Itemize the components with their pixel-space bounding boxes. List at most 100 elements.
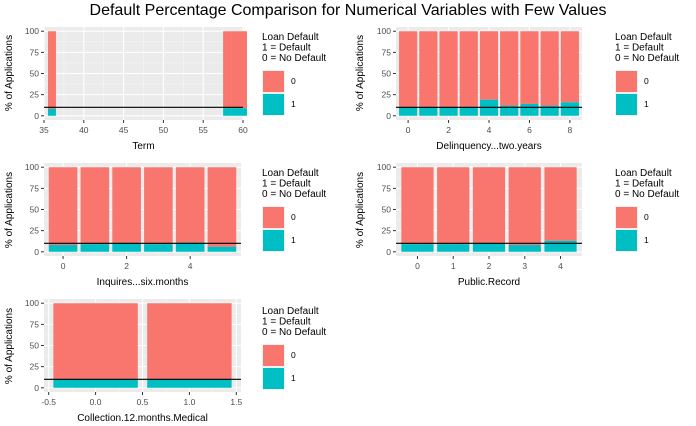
y-tick-label: 75 [30,319,40,329]
bar-default-4 [239,108,247,116]
y-tick-label: 25 [382,226,392,236]
y-tick-label: 50 [382,205,392,215]
bar-default-1 [47,109,56,116]
x-tick-label: 55 [198,125,208,135]
legend-swatch-1 [616,94,637,115]
y-tick-label: 100 [25,162,39,172]
bar-default-9 [560,102,579,116]
y-tick-label: 75 [382,183,392,193]
legend-title-line: Loan Default [615,32,672,43]
x-tick-label: 60 [238,125,248,135]
legend-label-1: 1 [644,99,649,109]
bar-no-default-3 [231,31,240,109]
x-tick-label: 2 [446,125,451,135]
bar-no-default-4 [459,31,478,108]
x-tick-label: 0.5 [137,397,149,407]
legend-title-line: 0 = No Default [262,189,326,200]
legend-label-1: 1 [291,99,296,109]
bar-no-default-2 [223,31,232,109]
legend-title-line: 0 = No Default [615,53,679,64]
x-tick-label: 4 [188,261,193,271]
legend-swatch-0 [263,345,284,366]
bar-no-default-1 [53,303,138,380]
x-tick-label: 2 [487,261,492,271]
legend-label-0: 0 [644,212,649,222]
chart-panel-5: 0 25 50 75 100 -0.5 0.0 0.5 1.0 1.5 Collection.12.… [4,298,326,424]
legend-swatch-0 [616,207,637,228]
bar-default-2 [80,244,110,252]
bar-default-6 [207,246,237,252]
bar-no-default-3 [439,31,458,108]
x-tick-label: 0 [406,125,411,135]
y-tick-label: 75 [382,47,392,57]
legend-title-line: 0 = No Default [615,189,679,200]
bar-no-default-2 [437,167,470,245]
x-tick-label: 8 [568,125,573,135]
legend-swatch-0 [263,71,284,92]
y-tick-label: 25 [382,90,392,100]
y-tick-label: 50 [30,341,40,351]
bar-default-2 [147,379,232,388]
legend-title-line: 1 = Default [262,179,311,190]
bar-no-default-5 [544,167,577,241]
y-tick-label: 75 [30,47,40,57]
y-tick-label: 25 [30,90,40,100]
bar-default-5 [544,240,577,252]
y-tick-label: 100 [377,162,391,172]
bar-default-4 [508,245,541,252]
bar-default-2 [419,107,438,116]
bar-default-6 [500,105,519,116]
bar-no-default-5 [479,31,499,100]
y-tick-label: 100 [377,26,391,36]
legend-label-0: 0 [291,212,296,222]
bar-no-default-1 [401,167,434,245]
chart-panel-2: 0 25 50 75 100 0 2 4 6 8 Delinquency...two.years % … [355,26,679,152]
y-tick-label: 100 [25,26,39,36]
bar-no-default-1 [399,31,418,108]
x-tick-label: 6 [527,125,532,135]
bar-no-default-3 [112,167,141,244]
legend-label-1: 1 [291,373,296,383]
chart-panel-1: 0 25 50 75 100 35 40 45 50 55 60 Term % of Applicati… [4,26,326,152]
x-tick-label: 1 [451,261,456,271]
bar-default-3 [439,107,458,116]
bar-no-default-6 [207,167,237,247]
bar-no-default-6 [500,31,519,106]
legend-swatch-1 [616,230,637,251]
chart-panel-4: 0 25 50 75 100 0 1 2 3 4 Public.Record % of Applica… [355,162,679,288]
legend-title-line: Loan Default [262,168,319,179]
y-tick-label: 100 [25,298,39,308]
y-axis-label: % of Applications [355,172,366,248]
y-tick-label: 25 [30,226,40,236]
legend-swatch-1 [263,230,284,251]
legend-title-line: 0 = No Default [262,327,326,338]
legend-label-0: 0 [644,76,649,86]
legend-label-0: 0 [291,76,296,86]
bar-no-default-8 [540,31,559,106]
legend-label-0: 0 [291,350,296,360]
legend-title-line: 1 = Default [615,179,664,190]
bar-default-4 [144,244,173,252]
legend-label-1: 1 [291,235,296,245]
x-axis-label: Inquires...six.months [97,277,189,288]
x-tick-label: 0 [61,261,66,271]
bar-no-default-4 [239,31,247,109]
bar-no-default-2 [80,167,110,245]
x-tick-label: 1.0 [183,397,195,407]
x-tick-label: 35 [39,125,49,135]
bar-no-default-7 [520,31,539,104]
x-tick-label: 3 [522,261,527,271]
x-tick-label: 1.5 [230,397,242,407]
legend-swatch-1 [263,368,284,389]
y-tick-label: 0 [34,247,39,257]
y-axis-label: % of Applications [355,35,366,111]
legend-title-line: Loan Default [262,32,319,43]
bar-no-default-9 [560,31,579,103]
x-axis-label: Term [132,141,154,152]
bar-no-default-5 [175,167,205,243]
